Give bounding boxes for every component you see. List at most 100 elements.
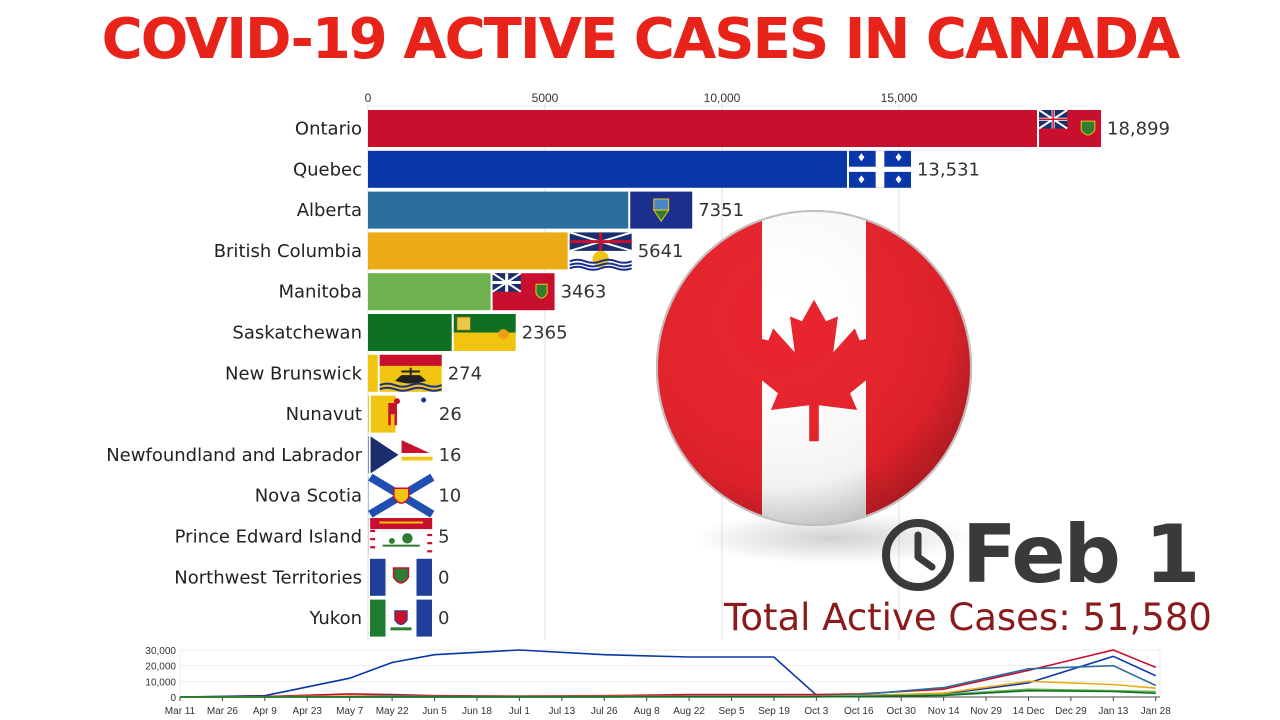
bar	[368, 191, 629, 229]
category-label: Northwest Territories	[174, 567, 362, 588]
x-tick-label: May 22	[376, 706, 409, 717]
value-label: 0	[438, 567, 449, 588]
bar-row: Manitoba 3463	[279, 272, 607, 311]
bar	[368, 314, 452, 351]
bar-row: Yukon 0	[308, 599, 449, 637]
x-tick-label: Jul 1	[509, 706, 531, 717]
x-tick-label: Mar 26	[207, 706, 239, 717]
bar-chart-race: 0 5000 10,000 15,000 Ontario 18,899 Quebec 13,…	[106, 91, 1170, 640]
x-tick-label: 0	[365, 91, 372, 105]
series-line	[180, 689, 1156, 698]
x-tick-label: Oct 16	[844, 706, 874, 717]
province-flag-icon	[1038, 109, 1102, 147]
value-label: 26	[439, 404, 462, 425]
series-line	[179, 649, 1157, 698]
value-label: 5	[438, 527, 449, 548]
category-label: Newfoundland and Labrador	[106, 445, 362, 466]
y-tick-label: 10,000	[145, 677, 176, 688]
category-label: Prince Edward Island	[175, 527, 362, 548]
bar	[368, 436, 369, 474]
x-tick-label: 15,000	[881, 91, 918, 105]
category-label: Nova Scotia	[255, 486, 362, 507]
value-label: 7351	[698, 200, 744, 221]
category-label: Alberta	[297, 200, 362, 221]
value-label: 16	[439, 445, 462, 466]
x-tick-label: Jun 18	[462, 706, 492, 717]
y-tick-label: 20,000	[145, 662, 176, 673]
category-label: New Brunswick	[225, 363, 363, 384]
bar-row: Ontario 18,899	[295, 109, 1170, 147]
x-tick-label: Apr 23	[293, 706, 323, 717]
category-label: Saskatchewan	[232, 323, 362, 344]
bar-row: Northwest Territories 0	[174, 558, 449, 596]
x-tick-label: Mar 11	[165, 706, 196, 717]
x-tick-label: Oct 30	[886, 706, 916, 717]
bar-row: Saskatchewan 2365	[232, 314, 568, 351]
canada-flag-icon	[656, 210, 977, 564]
series-line	[179, 649, 1157, 698]
bar	[368, 354, 378, 392]
x-tick-label: Dec 29	[1055, 706, 1087, 717]
category-label: Nunavut	[286, 404, 362, 425]
x-tick-label: 14 Dec	[1013, 706, 1045, 717]
province-flag-icon	[368, 473, 435, 518]
value-label: 13,531	[917, 159, 980, 180]
clock-icon	[882, 519, 954, 591]
value-label: 18,899	[1107, 119, 1170, 140]
bar-row: Newfoundland and Labrador 16	[106, 436, 462, 474]
value-label: 2365	[522, 323, 568, 344]
chart-bars: Ontario 18,899 Quebec 13,531 Alberta 7351 Brit…	[106, 109, 1170, 637]
y-tick-label: 0	[170, 693, 176, 704]
bar-row: British Columbia 5641	[214, 231, 684, 271]
x-tick-label: Jan 28	[1141, 706, 1171, 717]
category-label: Yukon	[308, 608, 362, 629]
category-label: British Columbia	[214, 241, 362, 262]
value-label: 3463	[561, 282, 607, 303]
bar-row: Alberta 7351	[297, 191, 744, 229]
value-label: 0	[438, 608, 449, 629]
value-label: 274	[448, 363, 482, 384]
bar-row: New Brunswick 274	[225, 354, 482, 392]
x-tick-label: Aug 22	[673, 706, 705, 717]
x-tick-label: Nov 29	[970, 706, 1002, 717]
bar	[368, 395, 369, 433]
category-label: Quebec	[293, 159, 362, 180]
bar-row: Nunavut 26	[286, 395, 462, 433]
x-tick-label: 5000	[532, 91, 559, 105]
province-flag-icon	[379, 354, 443, 392]
province-flag-icon	[370, 395, 433, 433]
x-tick-label: Sep 5	[718, 706, 745, 717]
x-tick-label: Oct 3	[804, 706, 828, 717]
category-label: Manitoba	[279, 282, 363, 303]
province-flag-icon	[370, 599, 432, 637]
current-date: Feb 1	[962, 508, 1200, 601]
bar	[368, 110, 1038, 147]
x-tick-label: 10,000	[704, 91, 741, 105]
timeline-chart: 0 10,000 20,000 30,000 Mar 11 Mar 26 Apr 9 Apr …	[145, 646, 1171, 717]
x-tick-label: Jun 5	[422, 706, 447, 717]
total-active-cases: Total Active Cases: 51,580	[724, 596, 1212, 639]
x-tick-label: Sep 19	[758, 706, 790, 717]
bar-row: Quebec 13,531	[293, 150, 980, 188]
bar	[368, 150, 847, 188]
province-flag-icon	[630, 191, 693, 229]
province-flag-icon	[848, 150, 911, 188]
x-tick-label: May 7	[336, 706, 364, 717]
x-tick-label: Apr 9	[253, 706, 277, 717]
province-flag-icon	[370, 558, 432, 596]
y-tick-label: 30,000	[145, 646, 176, 657]
bar	[368, 232, 568, 270]
province-flag-icon	[492, 272, 555, 311]
province-flag-icon	[569, 231, 633, 271]
province-flag-icon	[453, 314, 516, 351]
x-tick-label: Nov 14	[928, 706, 960, 717]
category-label: Ontario	[295, 119, 362, 140]
value-label: 5641	[638, 241, 684, 262]
province-flag-icon	[370, 436, 433, 474]
x-tick-label: Jul 13	[548, 706, 575, 717]
province-flag-icon	[370, 518, 433, 555]
x-tick-label: Jul 26	[591, 706, 618, 717]
bar	[368, 273, 491, 311]
page-title: COVID-19 ACTIVE CASES IN CANADA	[101, 7, 1181, 72]
x-tick-label: Jan 13	[1098, 706, 1128, 717]
